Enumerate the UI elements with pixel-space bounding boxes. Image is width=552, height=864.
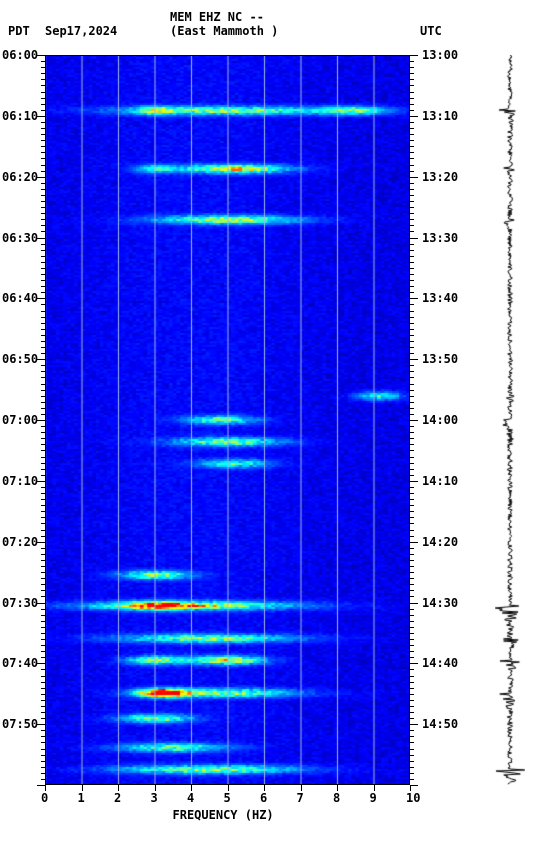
left-time-tick: 06:30 [2,231,38,245]
station-line2: (East Mammoth ) [170,24,278,38]
tz-left-label: PDT [8,24,30,38]
left-time-tick: 06:50 [2,352,38,366]
date-label: Sep17,2024 [45,24,117,38]
freq-tick: 6 [260,791,267,805]
left-time-tick: 06:10 [2,109,38,123]
freq-tick: 10 [406,791,420,805]
freq-tick: 4 [187,791,194,805]
right-time-tick: 13:50 [422,352,458,366]
freq-tick: 2 [114,791,121,805]
left-time-tick: 06:00 [2,48,38,62]
left-time-tick: 07:30 [2,596,38,610]
seismogram-trace-canvas [495,55,525,785]
left-time-tick: 07:10 [2,474,38,488]
station-line1: MEM EHZ NC -- [170,10,264,24]
right-time-tick: 14:00 [422,413,458,427]
left-time-tick: 06:20 [2,170,38,184]
right-time-tick: 13:30 [422,231,458,245]
right-time-tick: 14:30 [422,596,458,610]
left-time-tick: 07:40 [2,656,38,670]
freq-tick: 1 [78,791,85,805]
freq-tick: 9 [370,791,377,805]
freq-tick: 5 [224,791,231,805]
freq-tick: 0 [41,791,48,805]
spectrogram-canvas [45,55,410,785]
tz-right-label: UTC [420,24,442,38]
right-time-tick: 13:00 [422,48,458,62]
right-time-tick: 13:20 [422,170,458,184]
right-time-tick: 13:40 [422,291,458,305]
right-time-tick: 13:10 [422,109,458,123]
right-time-tick: 14:50 [422,717,458,731]
right-time-tick: 14:10 [422,474,458,488]
freq-tick: 3 [151,791,158,805]
x-axis-title: FREQUENCY (HZ) [173,808,274,822]
right-time-tick: 14:40 [422,656,458,670]
left-time-tick: 07:00 [2,413,38,427]
freq-tick: 7 [297,791,304,805]
freq-tick: 8 [333,791,340,805]
left-time-tick: 07:50 [2,717,38,731]
right-time-tick: 14:20 [422,535,458,549]
left-time-tick: 07:20 [2,535,38,549]
spectrogram-figure: { "header": { "left_tz": "PDT", "date": … [0,0,552,864]
left-time-tick: 06:40 [2,291,38,305]
